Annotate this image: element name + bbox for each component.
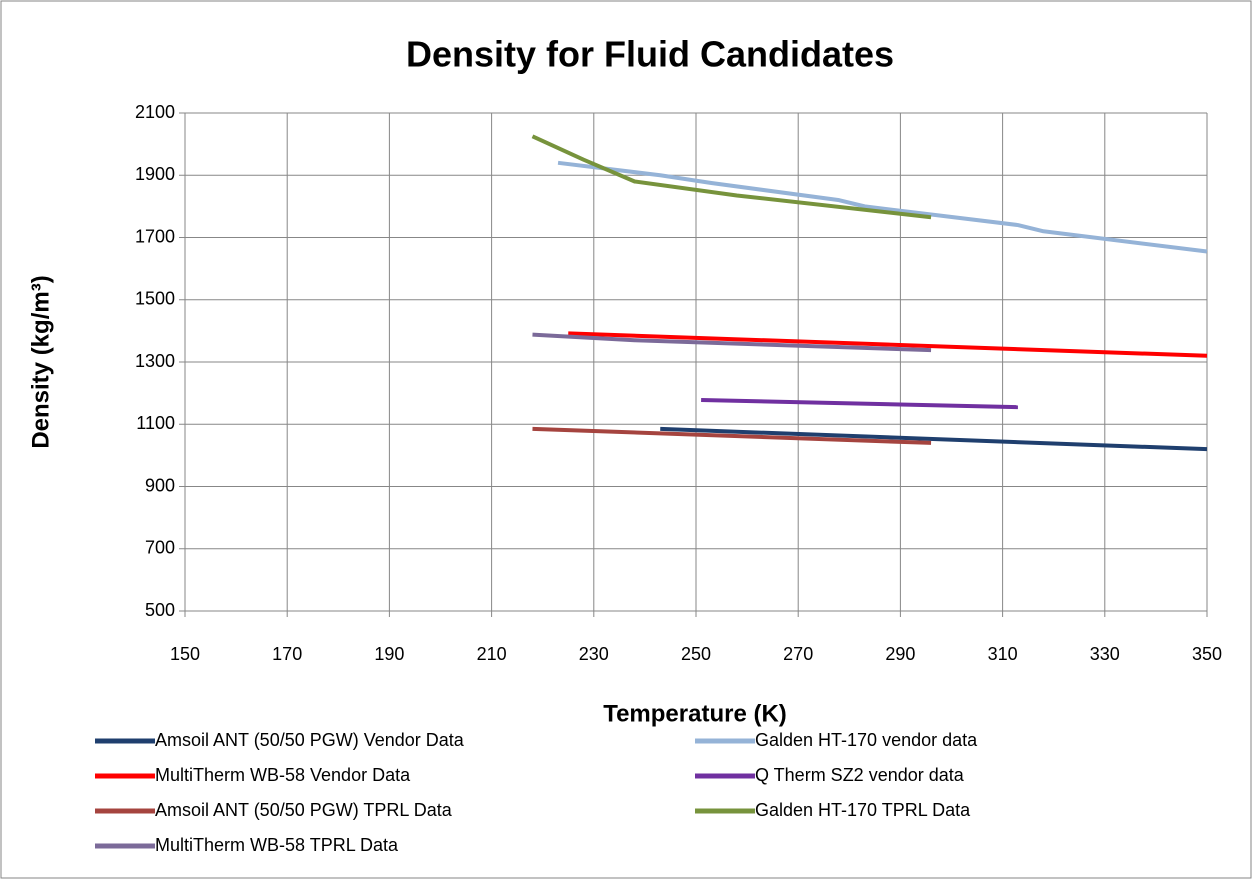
series-line (557, 160, 1208, 254)
series-line (568, 331, 1208, 358)
y-tick-label: 900 (145, 475, 175, 495)
x-tick-label: 170 (272, 644, 302, 664)
x-axis-label: Temperature (K) (603, 700, 787, 727)
x-tick-label: 270 (783, 644, 813, 664)
legend-label: Q Therm SZ2 vendor data (755, 765, 965, 785)
series-line (532, 426, 932, 445)
x-tick-label: 290 (885, 644, 915, 664)
y-axis-label: Density (kg/m³) (27, 275, 54, 448)
series-line (660, 426, 1208, 452)
y-tick-label: 1700 (135, 226, 175, 246)
x-tick-label: 150 (170, 644, 200, 664)
legend-label: MultiTherm WB-58 TPRL Data (155, 835, 399, 855)
x-tick-label: 230 (579, 644, 609, 664)
x-tick-label: 330 (1090, 644, 1120, 664)
legend-label: Amsoil ANT (50/50 PGW) Vendor Data (155, 730, 465, 750)
series-line (532, 332, 932, 353)
y-tick-label: 700 (145, 538, 175, 558)
series-line (701, 397, 1018, 410)
legend-label: Amsoil ANT (50/50 PGW) TPRL Data (155, 800, 453, 820)
y-tick-label: 500 (145, 600, 175, 620)
x-tick-label: 250 (681, 644, 711, 664)
y-tick-label: 1900 (135, 164, 175, 184)
legend-label: Galden HT-170 vendor data (755, 730, 978, 750)
y-tick-label: 2100 (135, 102, 175, 122)
legend-label: MultiTherm WB-58 Vendor Data (155, 765, 411, 785)
y-tick-label: 1500 (135, 289, 175, 309)
series-line (531, 134, 932, 220)
x-tick-label: 310 (988, 644, 1018, 664)
y-tick-label: 1100 (136, 413, 175, 433)
x-tick-label: 210 (477, 644, 507, 664)
y-tick-label: 1300 (135, 351, 175, 371)
x-tick-label: 350 (1192, 644, 1222, 664)
chart-title: Density for Fluid Candidates (406, 34, 894, 75)
x-tick-label: 190 (374, 644, 404, 664)
legend-label: Galden HT-170 TPRL Data (755, 800, 971, 820)
